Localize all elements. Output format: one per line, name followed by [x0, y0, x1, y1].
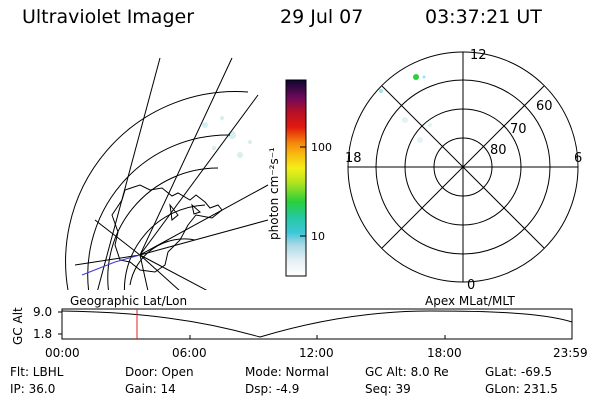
app-title: Ultraviolet Imager — [22, 6, 195, 28]
colorbar-unit-label: photon cm⁻²s⁻¹ — [267, 147, 281, 240]
time-label: 03:37:21 UT — [425, 6, 542, 28]
xtick-0600: 06:00 — [172, 346, 207, 360]
altitude-timeline: 9.0 1.8 GC Alt 00:00 06:00 12:00 18:00 2… — [11, 305, 588, 360]
info-seq: Seq: 39 — [365, 382, 411, 396]
altitude-curve — [61, 310, 573, 338]
colorbar-gradient — [285, 79, 307, 277]
timeline-ylabel: GC Alt — [11, 307, 25, 345]
info-dsp: Dsp: -4.9 — [245, 382, 299, 396]
ytick-9: 9.0 — [33, 305, 52, 319]
mlt-label-6: 6 — [574, 151, 582, 166]
xtick-2359: 23:59 — [553, 346, 588, 360]
colorbar-tick-10: 10 — [311, 230, 325, 243]
info-mode: Mode: Normal — [245, 365, 329, 379]
mlt-label-12: 12 — [470, 48, 487, 63]
xtick-0000: 00:00 — [45, 346, 80, 360]
mlt-label-18: 18 — [345, 151, 362, 166]
info-gain: Gain: 14 — [125, 382, 176, 396]
mlat-label-80: 80 — [490, 143, 507, 158]
geo-map-label: Geographic Lat/Lon — [70, 294, 187, 308]
auroral-spot — [413, 74, 419, 80]
timeline-frame — [61, 308, 573, 340]
info-glon: GLon: 231.5 — [485, 382, 558, 396]
info-panel: Flt: LBHL IP: 36.0 Door: Open Gain: 14 M… — [10, 365, 558, 396]
geographic-map — [65, 57, 269, 290]
apex-map-label: Apex MLat/MLT — [425, 294, 515, 308]
info-flt: Flt: LBHL — [10, 365, 64, 379]
info-ip: IP: 36.0 — [10, 382, 55, 396]
mlt-label-0: 0 — [467, 278, 475, 293]
colorbar: 100 10 photon cm⁻²s⁻¹ — [267, 79, 332, 277]
ytick-1-8: 1.8 — [33, 327, 52, 341]
xtick-1800: 18:00 — [427, 346, 462, 360]
info-door: Door: Open — [125, 365, 194, 379]
info-gcalt: GC Alt: 8.0 Re — [365, 365, 449, 379]
polar-plot — [347, 51, 579, 283]
mlat-label-60: 60 — [536, 99, 553, 114]
date-label: 29 Jul 07 — [280, 6, 364, 28]
info-glat: GLat: -69.5 — [485, 365, 552, 379]
xtick-1200: 12:00 — [299, 346, 334, 360]
colorbar-tick-100: 100 — [311, 141, 332, 154]
mlat-label-70: 70 — [510, 122, 527, 137]
